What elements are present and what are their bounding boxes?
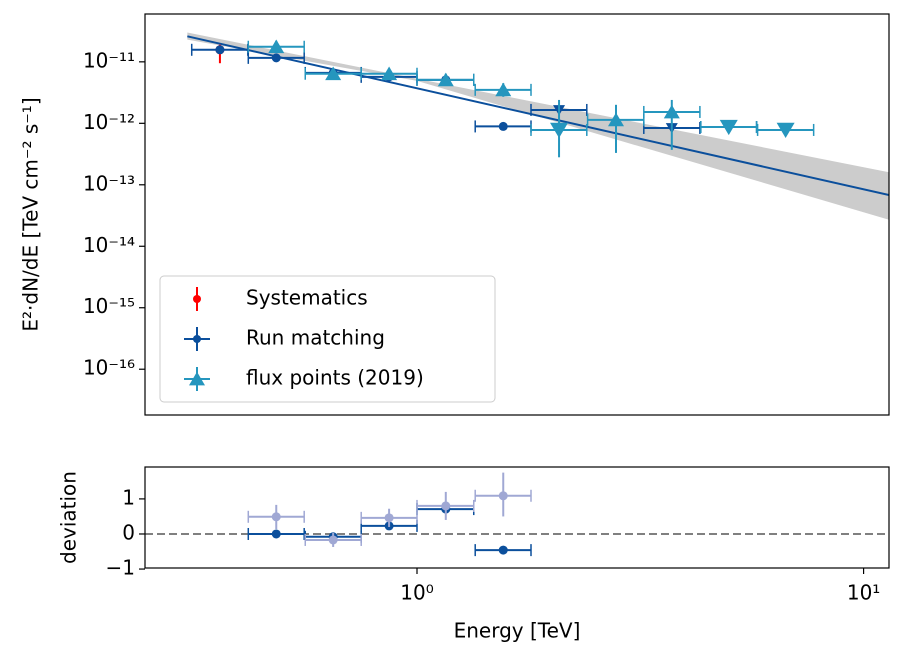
- marker: [663, 104, 680, 119]
- y-tick-label: −1: [106, 556, 135, 580]
- marker: [271, 53, 281, 63]
- x-tick-label: 10⁰: [400, 581, 433, 605]
- y-axis-label: deviation: [57, 471, 81, 564]
- marker: [498, 545, 508, 555]
- upper-limit-marker: [776, 122, 795, 139]
- x-axis-label: Energy [TeV]: [454, 619, 581, 643]
- y-tick-label: 10⁻¹¹: [83, 48, 135, 72]
- marker: [381, 66, 398, 81]
- y-tick-label: 10⁻¹²: [83, 110, 135, 134]
- model-line: [187, 35, 889, 197]
- marker: [498, 121, 508, 131]
- legend-marker: [189, 371, 205, 386]
- marker: [498, 491, 508, 501]
- y-tick-label: 0: [122, 520, 135, 544]
- marker: [328, 535, 338, 545]
- marker: [437, 72, 454, 87]
- marker: [608, 112, 625, 127]
- y-axis-label: E²·dN/dE [TeV cm⁻² s⁻¹]: [19, 97, 43, 331]
- y-tick-label: 10⁻¹³: [83, 171, 135, 195]
- marker: [215, 45, 225, 55]
- upper-limit-marker: [719, 119, 738, 136]
- axes-frame: [144, 466, 890, 569]
- legend-label: Run matching: [246, 326, 385, 350]
- axes-frame: [144, 13, 890, 416]
- upper-limit-marker: [550, 122, 569, 139]
- y-tick-label: 10⁻¹⁶: [83, 356, 135, 380]
- plot-area: [145, 472, 889, 557]
- legend-box: [159, 275, 496, 403]
- marker: [384, 513, 394, 523]
- plot-area: [187, 32, 889, 220]
- legend-marker: [193, 335, 201, 343]
- legend-marker: [193, 295, 201, 303]
- marker: [271, 512, 281, 522]
- x-tick-label: 10¹: [847, 581, 880, 605]
- marker: [325, 66, 342, 81]
- y-tick-label: 10⁻¹⁴: [83, 233, 135, 257]
- marker: [271, 529, 281, 539]
- legend-label: flux points (2019): [246, 366, 424, 390]
- y-tick-label: 1: [122, 485, 135, 509]
- legend-label: Systematics: [246, 286, 368, 310]
- marker: [495, 82, 512, 97]
- y-tick-label: 10⁻¹⁵: [83, 294, 135, 318]
- marker: [441, 501, 451, 511]
- marker: [268, 39, 285, 54]
